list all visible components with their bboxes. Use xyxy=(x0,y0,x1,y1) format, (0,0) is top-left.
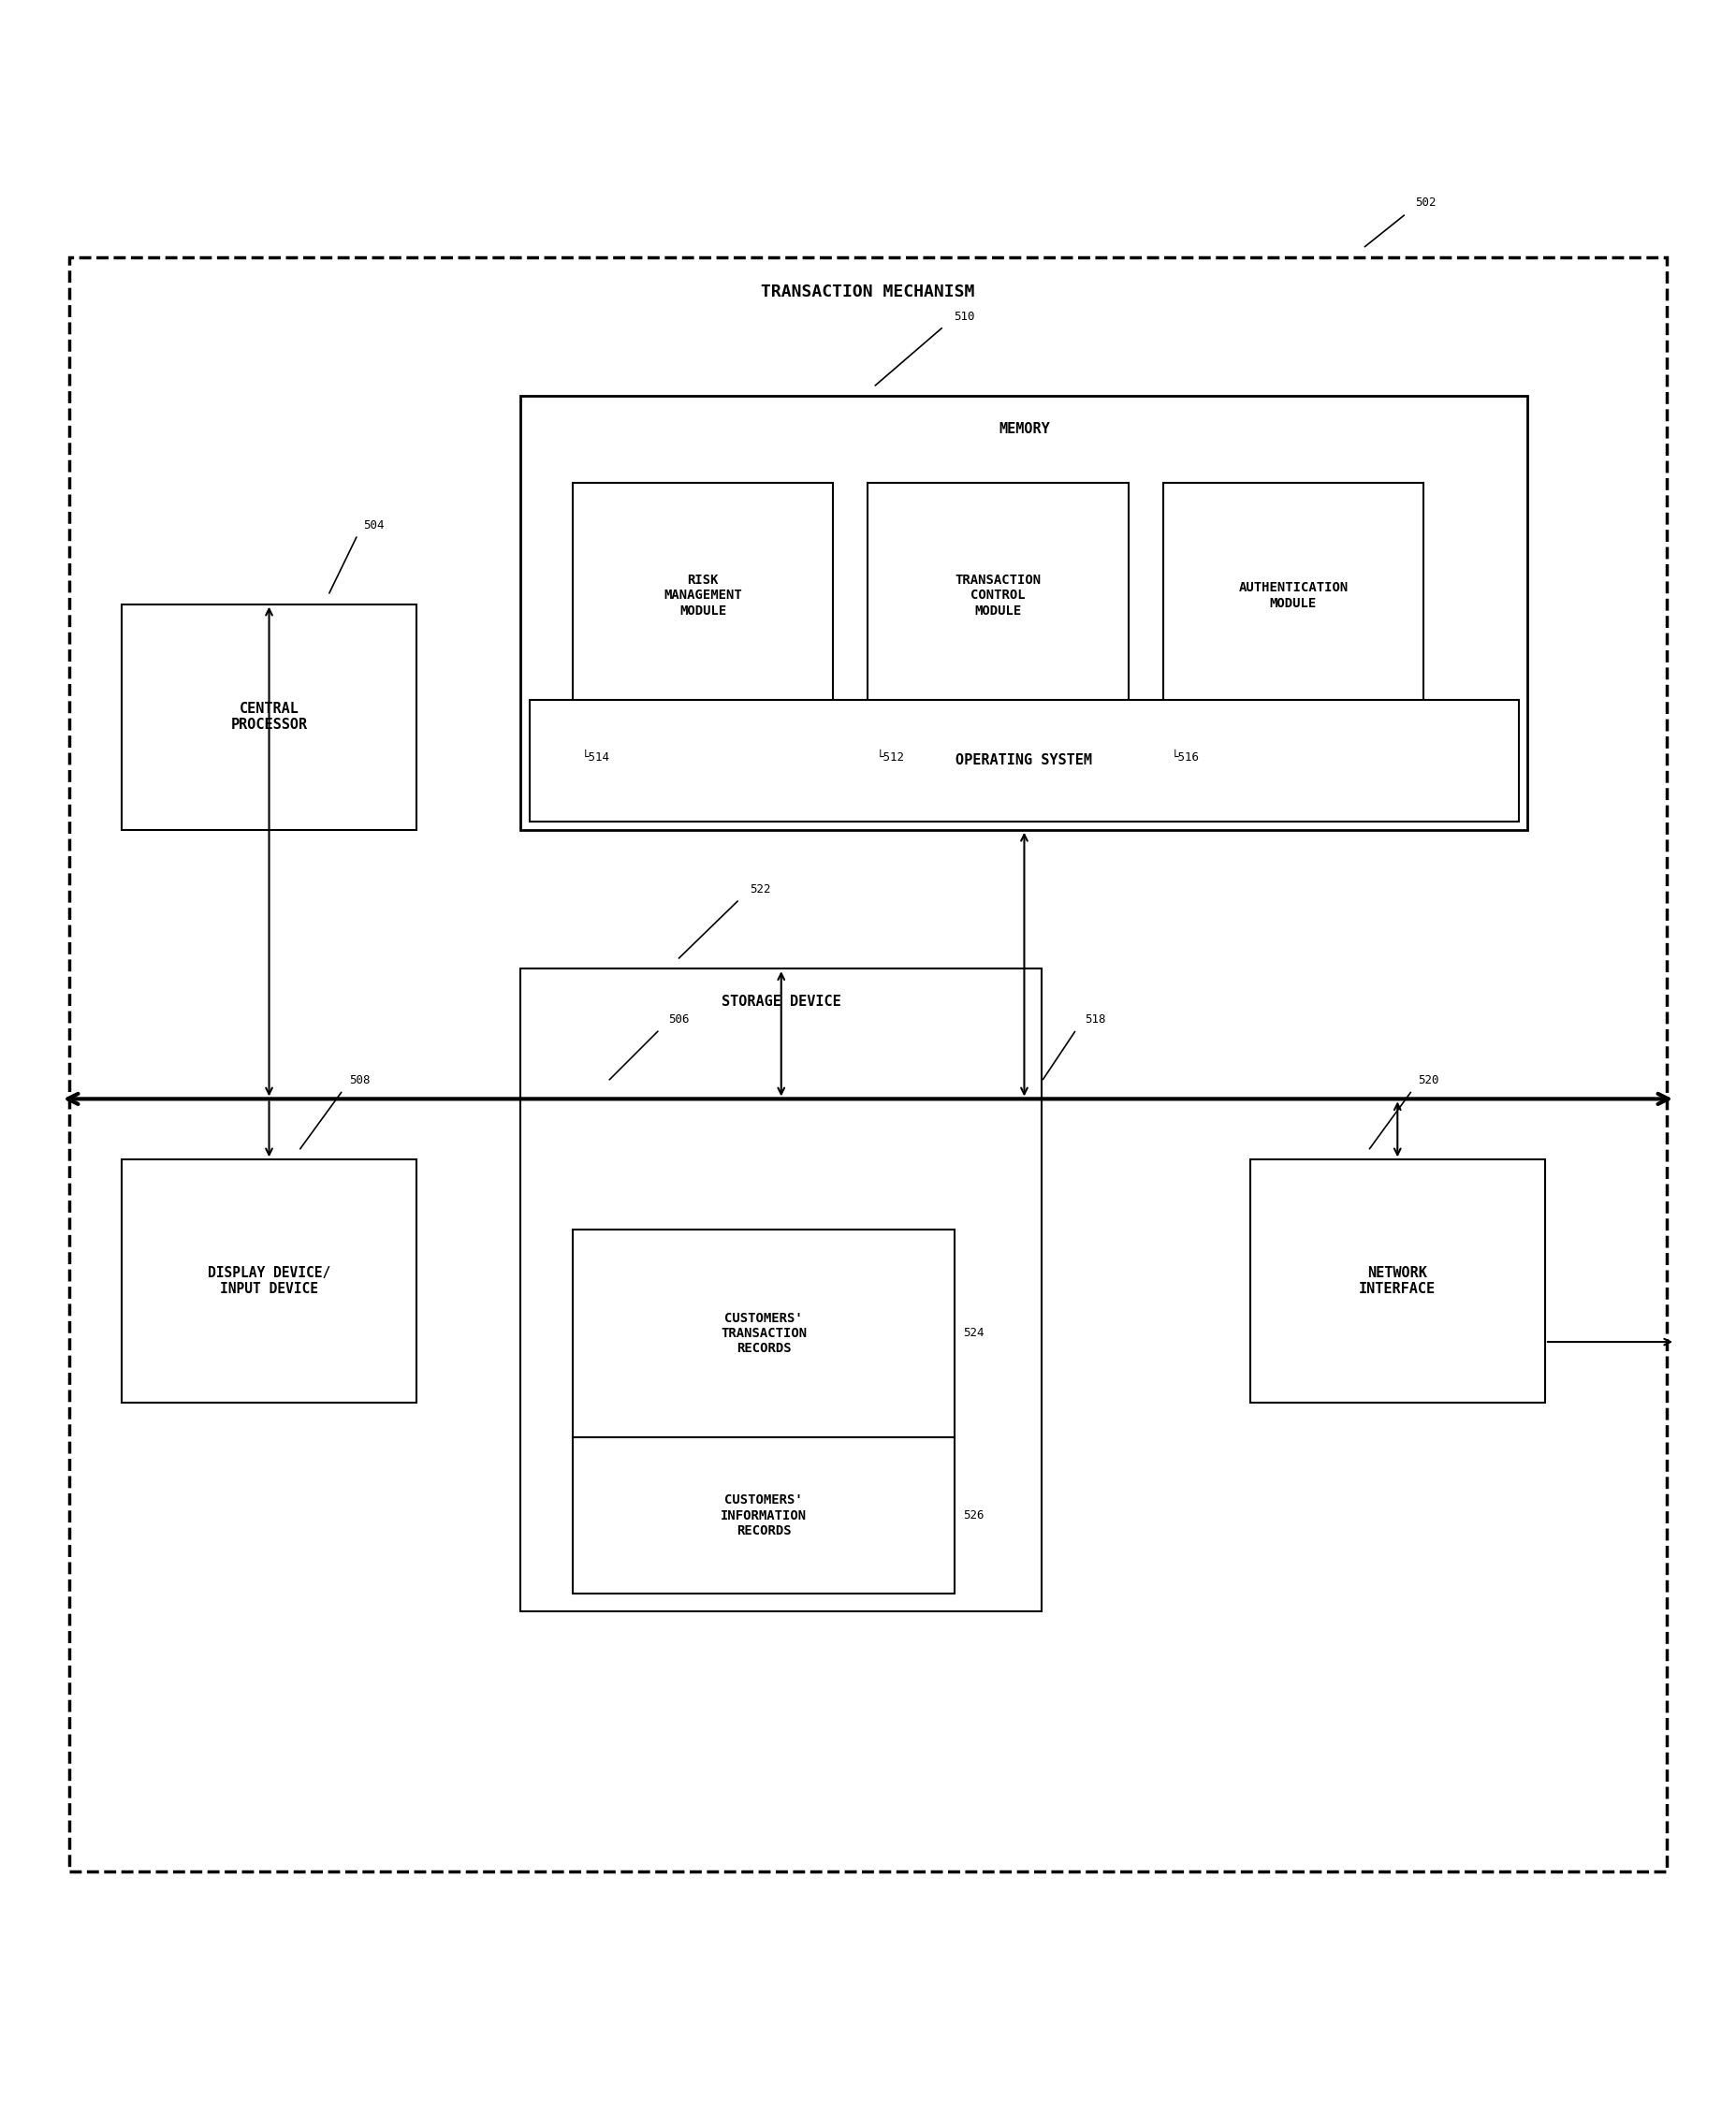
Text: OPERATING SYSTEM: OPERATING SYSTEM xyxy=(957,754,1092,768)
Text: AUTHENTICATION
MODULE: AUTHENTICATION MODULE xyxy=(1238,581,1349,610)
Text: 526: 526 xyxy=(963,1509,984,1522)
Text: TRANSACTION
CONTROL
MODULE: TRANSACTION CONTROL MODULE xyxy=(955,574,1042,616)
Text: └516: └516 xyxy=(1172,752,1200,764)
FancyBboxPatch shape xyxy=(1163,483,1424,709)
Text: 510: 510 xyxy=(953,310,976,323)
Text: CUSTOMERS'
TRANSACTION
RECORDS: CUSTOMERS' TRANSACTION RECORDS xyxy=(720,1311,807,1355)
FancyBboxPatch shape xyxy=(868,483,1128,709)
Text: └512: └512 xyxy=(877,752,904,764)
FancyBboxPatch shape xyxy=(122,604,417,830)
FancyBboxPatch shape xyxy=(573,1438,955,1594)
Text: 504: 504 xyxy=(363,519,385,532)
Text: 520: 520 xyxy=(1418,1074,1439,1087)
Text: 522: 522 xyxy=(750,885,771,895)
FancyBboxPatch shape xyxy=(521,969,1042,1611)
Text: MEMORY: MEMORY xyxy=(998,422,1050,437)
Text: RISK
MANAGEMENT
MODULE: RISK MANAGEMENT MODULE xyxy=(663,574,743,616)
Text: 524: 524 xyxy=(963,1328,984,1338)
FancyBboxPatch shape xyxy=(573,483,833,709)
Text: NETWORK
INTERFACE: NETWORK INTERFACE xyxy=(1359,1267,1436,1296)
FancyBboxPatch shape xyxy=(529,699,1519,821)
Text: CUSTOMERS'
INFORMATION
RECORDS: CUSTOMERS' INFORMATION RECORDS xyxy=(720,1495,807,1537)
FancyBboxPatch shape xyxy=(69,258,1667,1870)
FancyBboxPatch shape xyxy=(521,397,1528,830)
Text: CENTRAL
PROCESSOR: CENTRAL PROCESSOR xyxy=(231,701,307,733)
FancyBboxPatch shape xyxy=(573,1229,955,1438)
Text: DISPLAY DEVICE/
INPUT DEVICE: DISPLAY DEVICE/ INPUT DEVICE xyxy=(208,1267,330,1296)
Text: └514: └514 xyxy=(582,752,609,764)
Text: 508: 508 xyxy=(349,1074,370,1087)
Text: TRANSACTION MECHANISM: TRANSACTION MECHANISM xyxy=(760,283,976,300)
Text: 506: 506 xyxy=(668,1013,689,1026)
Text: STORAGE DEVICE: STORAGE DEVICE xyxy=(722,994,840,1009)
FancyBboxPatch shape xyxy=(1250,1159,1545,1402)
Text: 502: 502 xyxy=(1415,196,1436,209)
FancyBboxPatch shape xyxy=(122,1159,417,1402)
Text: 518: 518 xyxy=(1085,1013,1106,1026)
